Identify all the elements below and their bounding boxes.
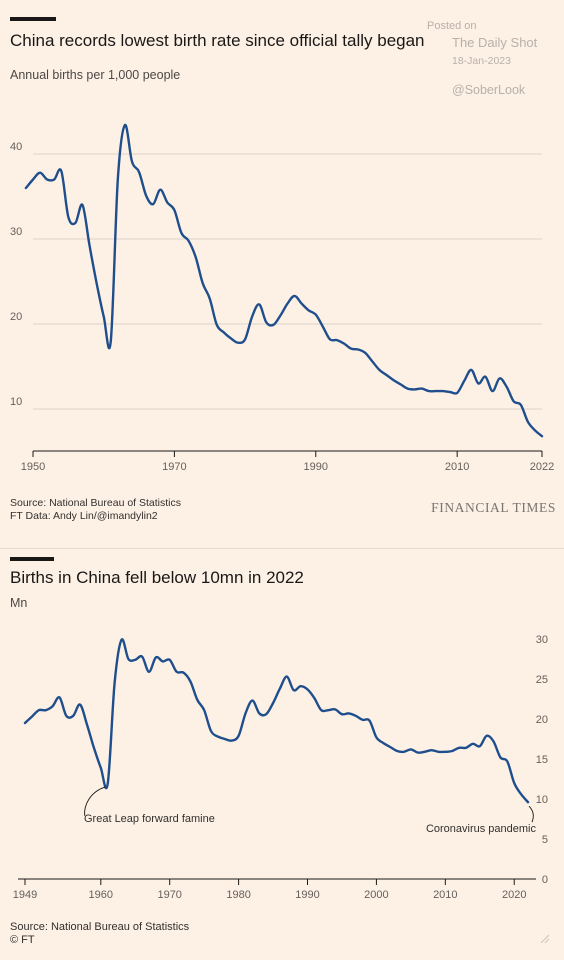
watermark-posted-on: Posted on bbox=[427, 20, 477, 32]
x-tick-label: 2010 bbox=[433, 889, 457, 901]
x-tick-label: 2022 bbox=[530, 461, 554, 473]
title-accent-bar-2 bbox=[10, 557, 54, 561]
chart2-title: Births in China fell below 10mn in 2022 bbox=[10, 568, 304, 587]
x-tick-label: 1949 bbox=[13, 889, 37, 901]
chart1-source-line2: FT Data: Andy Lin/@imandylin2 bbox=[10, 510, 158, 522]
chart2-source-line2: © FT bbox=[10, 934, 35, 946]
chart2-source-line1: Source: National Bureau of Statistics bbox=[10, 921, 190, 933]
resize-corner-icon bbox=[540, 934, 550, 944]
watermark-handle: @SoberLook bbox=[452, 83, 526, 97]
y-tick-label: 5 bbox=[542, 834, 548, 846]
y-tick-label: 30 bbox=[10, 226, 22, 238]
x-tick-label: 1970 bbox=[162, 461, 186, 473]
watermark-site: The Daily Shot bbox=[452, 35, 538, 50]
y-tick-label: 10 bbox=[10, 396, 22, 408]
y-tick-label: 25 bbox=[536, 674, 548, 686]
pandemic-annotation-label: Coronavirus pandemic bbox=[426, 823, 537, 835]
financial-times-logo: FINANCIAL TIMES bbox=[431, 500, 556, 515]
x-tick-label: 2010 bbox=[445, 461, 469, 473]
x-tick-label: 1970 bbox=[157, 889, 181, 901]
x-tick-label: 1980 bbox=[226, 889, 250, 901]
y-tick-label: 0 bbox=[542, 874, 548, 886]
pandemic-annotation-connector bbox=[528, 805, 534, 823]
chart1-source: Source: National Bureau of Statistics FT… bbox=[10, 497, 181, 523]
chart1-title: China records lowest birth rate since of… bbox=[10, 31, 425, 50]
y-tick-label: 20 bbox=[536, 714, 548, 726]
x-tick-label: 1990 bbox=[295, 889, 319, 901]
births-series-line bbox=[23, 638, 530, 804]
x-tick-label: 2000 bbox=[364, 889, 388, 901]
famine-annotation-connector bbox=[84, 786, 106, 816]
x-tick-label: 1990 bbox=[304, 461, 328, 473]
births-line-chart: 0 5 10 15 20 25 30 1949 1960 1970 1980 1990 2000 2010… bbox=[13, 634, 550, 944]
x-tick-label: 1950 bbox=[21, 461, 45, 473]
births-chart-panel: Births in China fell below 10mn in 2022 … bbox=[0, 548, 564, 960]
y-tick-label: 10 bbox=[536, 794, 548, 806]
birth-rate-chart-panel: China records lowest birth rate since of… bbox=[10, 17, 556, 523]
chart1-subtitle: Annual births per 1,000 people bbox=[10, 68, 181, 82]
birth-rate-series-line bbox=[24, 123, 544, 438]
title-accent-bar bbox=[10, 17, 56, 21]
y-tick-label: 30 bbox=[536, 634, 548, 646]
y-tick-label: 15 bbox=[536, 754, 548, 766]
chart2-subtitle: Mn bbox=[10, 596, 28, 610]
chart2-source: Source: National Bureau of Statistics © … bbox=[10, 921, 189, 947]
y-tick-label: 20 bbox=[10, 311, 22, 323]
x-tick-label: 2020 bbox=[502, 889, 526, 901]
y-tick-label: 40 bbox=[10, 141, 22, 153]
watermark-date: 18-Jan-2023 bbox=[452, 55, 511, 67]
birth-rate-line-chart: 10 20 30 40 1950 1970 1990 2010 2022 bbox=[10, 123, 554, 473]
chart1-source-line1: Source: National Bureau of Statistics bbox=[10, 497, 182, 509]
famine-annotation-label: Great Leap forward famine bbox=[84, 813, 215, 825]
x-tick-label: 1960 bbox=[89, 889, 113, 901]
